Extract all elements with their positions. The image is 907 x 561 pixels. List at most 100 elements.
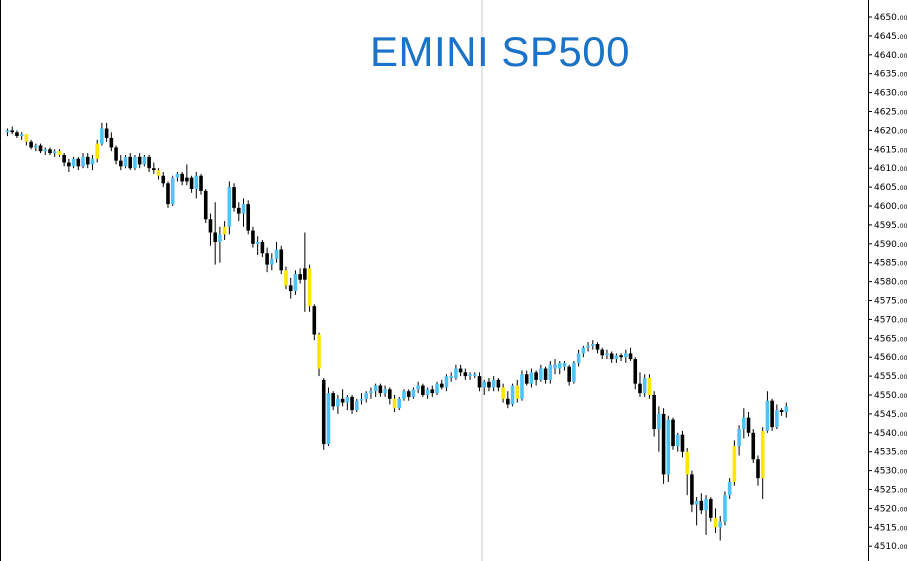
candle (567, 364, 571, 386)
candle-body (666, 419, 671, 475)
candle-body (104, 128, 109, 138)
candle (609, 351, 614, 363)
candle-body (152, 168, 156, 171)
candle-body (454, 368, 458, 378)
price-tick-label: 4615.00 (874, 145, 907, 155)
candle (326, 387, 331, 447)
candle (236, 202, 241, 222)
candle-body (298, 274, 302, 280)
candle-body (435, 383, 439, 394)
candle (529, 368, 534, 388)
candle-body (680, 434, 685, 452)
price-tick-label: 4625.00 (874, 108, 907, 118)
candle-body (576, 353, 581, 363)
candle (397, 396, 402, 411)
candle-body (307, 268, 312, 307)
candle (52, 149, 57, 157)
price-tick-label: 4650.00 (874, 13, 907, 23)
candle-body (15, 132, 19, 137)
candle-body (90, 158, 95, 165)
candle-body (24, 134, 29, 142)
candle-body (784, 406, 789, 413)
price-tick-label: 4560.00 (874, 353, 907, 363)
candle (713, 508, 718, 533)
candle-body (57, 151, 62, 155)
candle-body (170, 177, 175, 205)
price-axis: 4650.00 4645.00 4640.00 4635.00 4630.00 4625.… (868, 0, 907, 561)
candle-body (746, 417, 751, 433)
candle-body (336, 398, 340, 407)
candle-body (128, 156, 133, 169)
candle-body (586, 345, 590, 348)
candle (100, 122, 104, 146)
candle-body (147, 156, 151, 169)
price-tick-label: 4605.00 (874, 183, 907, 193)
candle (581, 345, 586, 358)
candle-body (737, 429, 741, 447)
candle-body (369, 391, 373, 394)
price-tick-label: 4585.00 (874, 259, 907, 269)
candle (265, 247, 269, 273)
candle-body (675, 434, 680, 447)
candle (694, 497, 699, 526)
candle-body (600, 349, 605, 356)
candle (477, 372, 482, 392)
candle-body (765, 400, 770, 431)
price-tick-label: 4565.00 (874, 334, 907, 344)
candle-body (694, 500, 699, 505)
candle-body (52, 151, 57, 154)
candle (775, 404, 779, 430)
candle (524, 370, 529, 386)
candle-body (548, 364, 553, 380)
price-tick-label: 4590.00 (874, 240, 907, 250)
candle (189, 175, 194, 193)
candle-body (406, 391, 411, 397)
candle (737, 425, 741, 456)
candle-body (260, 241, 265, 254)
candle-body (62, 154, 66, 163)
candle-body (402, 391, 406, 399)
candle-body (137, 156, 142, 165)
candle-body (222, 226, 227, 235)
candle (142, 154, 147, 167)
candle-body (255, 241, 260, 244)
candle (685, 447, 689, 496)
candle-body (71, 158, 76, 167)
candle-body (236, 207, 241, 214)
candle (10, 126, 15, 135)
candle (90, 154, 95, 171)
candle (435, 381, 439, 395)
candle-body (293, 274, 298, 292)
candle-body (472, 374, 477, 377)
candle-body (562, 362, 567, 367)
plot-layer (0, 0, 789, 561)
candle-body (185, 177, 189, 182)
candle-body (723, 495, 727, 522)
candle-body (430, 389, 435, 394)
price-tick-label: 4570.00 (874, 315, 907, 325)
candle (661, 408, 666, 484)
candle-body (567, 366, 571, 382)
candle-body (751, 432, 756, 460)
candle-body (10, 130, 15, 133)
candle (62, 153, 66, 167)
price-tick-label: 4550.00 (874, 391, 907, 401)
candle (520, 370, 524, 401)
candle-body (458, 368, 463, 373)
candle-body (81, 156, 85, 167)
price-tick-label: 4595.00 (874, 221, 907, 231)
candle (67, 158, 71, 172)
candle-body (284, 270, 288, 286)
candle-body (340, 398, 345, 403)
candle-body (779, 410, 784, 413)
candle-body (590, 343, 595, 346)
candle-body (274, 249, 279, 259)
candle (690, 470, 694, 513)
candle-body (605, 353, 609, 356)
candle (85, 153, 90, 169)
candle (298, 268, 302, 284)
candle (491, 376, 496, 392)
price-tick-label: 4525.00 (874, 486, 907, 496)
candle (123, 154, 128, 169)
